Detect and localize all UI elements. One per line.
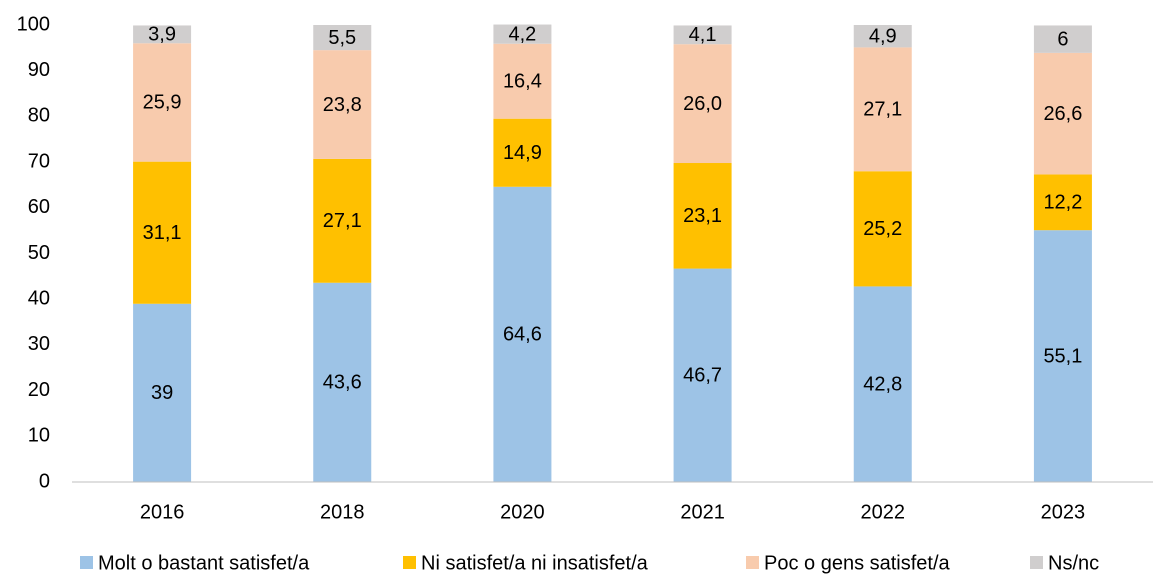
bar-segment [673, 268, 732, 482]
data-label: 5,5 [328, 27, 356, 49]
x-tick-label: 2023 [1041, 501, 1086, 523]
legend-label: Ni satisfet/a ni insatisfet/a [421, 552, 649, 574]
bar-segment [853, 25, 912, 48]
data-label: 64,6 [503, 324, 542, 346]
legend-label: Poc o gens satisfet/a [764, 552, 951, 574]
bar-segment [1033, 230, 1092, 482]
data-label: 42,8 [863, 373, 902, 395]
bar-segment [853, 47, 912, 172]
bar-segment [313, 50, 372, 159]
y-tick-label: 90 [28, 59, 50, 81]
y-tick-label: 50 [28, 242, 50, 264]
data-label: 46,7 [683, 365, 722, 387]
data-label: 27,1 [323, 210, 362, 232]
x-tick-label: 2018 [320, 501, 365, 523]
bar-segment [1033, 25, 1092, 53]
x-tick-label: 2020 [500, 501, 545, 523]
bar-segment [133, 25, 192, 44]
data-label: 3,9 [148, 24, 176, 46]
data-label: 25,9 [143, 92, 182, 114]
data-label: 27,1 [863, 99, 902, 121]
y-tick-label: 70 [28, 150, 50, 172]
data-label: 31,1 [143, 222, 182, 244]
legend-swatch [80, 556, 93, 569]
data-label: 23,8 [323, 94, 362, 116]
data-label: 16,4 [503, 70, 542, 92]
y-tick-label: 100 [17, 13, 50, 35]
bar-segment [673, 163, 732, 269]
y-tick-label: 10 [28, 425, 50, 447]
data-label: 14,9 [503, 142, 542, 164]
data-label: 43,6 [323, 372, 362, 394]
x-tick-label: 2021 [680, 501, 725, 523]
x-tick-label: 2022 [861, 501, 906, 523]
y-tick-label: 80 [28, 105, 50, 127]
legend-swatch [746, 556, 759, 569]
legend-swatch [1030, 556, 1043, 569]
y-tick-label: 60 [28, 196, 50, 218]
y-tick-label: 40 [28, 287, 50, 309]
data-label: 12,2 [1043, 192, 1082, 214]
data-label: 6 [1057, 28, 1068, 50]
bar-segment [313, 158, 372, 283]
data-label: 55,1 [1043, 345, 1082, 367]
bar-segment [853, 286, 912, 482]
data-label: 4,2 [509, 23, 537, 45]
data-label: 4,1 [689, 24, 717, 46]
y-tick-label: 30 [28, 333, 50, 355]
bar-segment [673, 25, 732, 45]
bar-segment [493, 43, 552, 119]
data-label: 26,6 [1043, 103, 1082, 125]
bar-segment [1033, 174, 1092, 231]
x-tick-label: 2016 [140, 501, 185, 523]
y-tick-label: 20 [28, 379, 50, 401]
bar-segment [133, 161, 192, 304]
bar-segment [313, 25, 372, 51]
legend-swatch [403, 556, 416, 569]
data-label: 26,0 [683, 93, 722, 115]
bar-segment [133, 303, 192, 482]
bar-segment [1033, 52, 1092, 175]
y-tick-label: 0 [39, 470, 50, 492]
bar-segment [493, 186, 552, 482]
bar-segment [493, 118, 552, 187]
legend-label: Molt o bastant satisfet/a [98, 552, 310, 574]
bar-segment [313, 282, 372, 482]
bar-segment [673, 44, 732, 164]
bar-segment [853, 171, 912, 287]
bar-segment [493, 24, 552, 44]
legend-label: Ns/nc [1048, 552, 1099, 574]
data-label: 23,1 [683, 205, 722, 227]
data-label: 25,2 [863, 218, 902, 240]
data-label: 39 [151, 382, 173, 404]
data-label: 4,9 [869, 25, 897, 47]
bar-segment [133, 43, 192, 162]
